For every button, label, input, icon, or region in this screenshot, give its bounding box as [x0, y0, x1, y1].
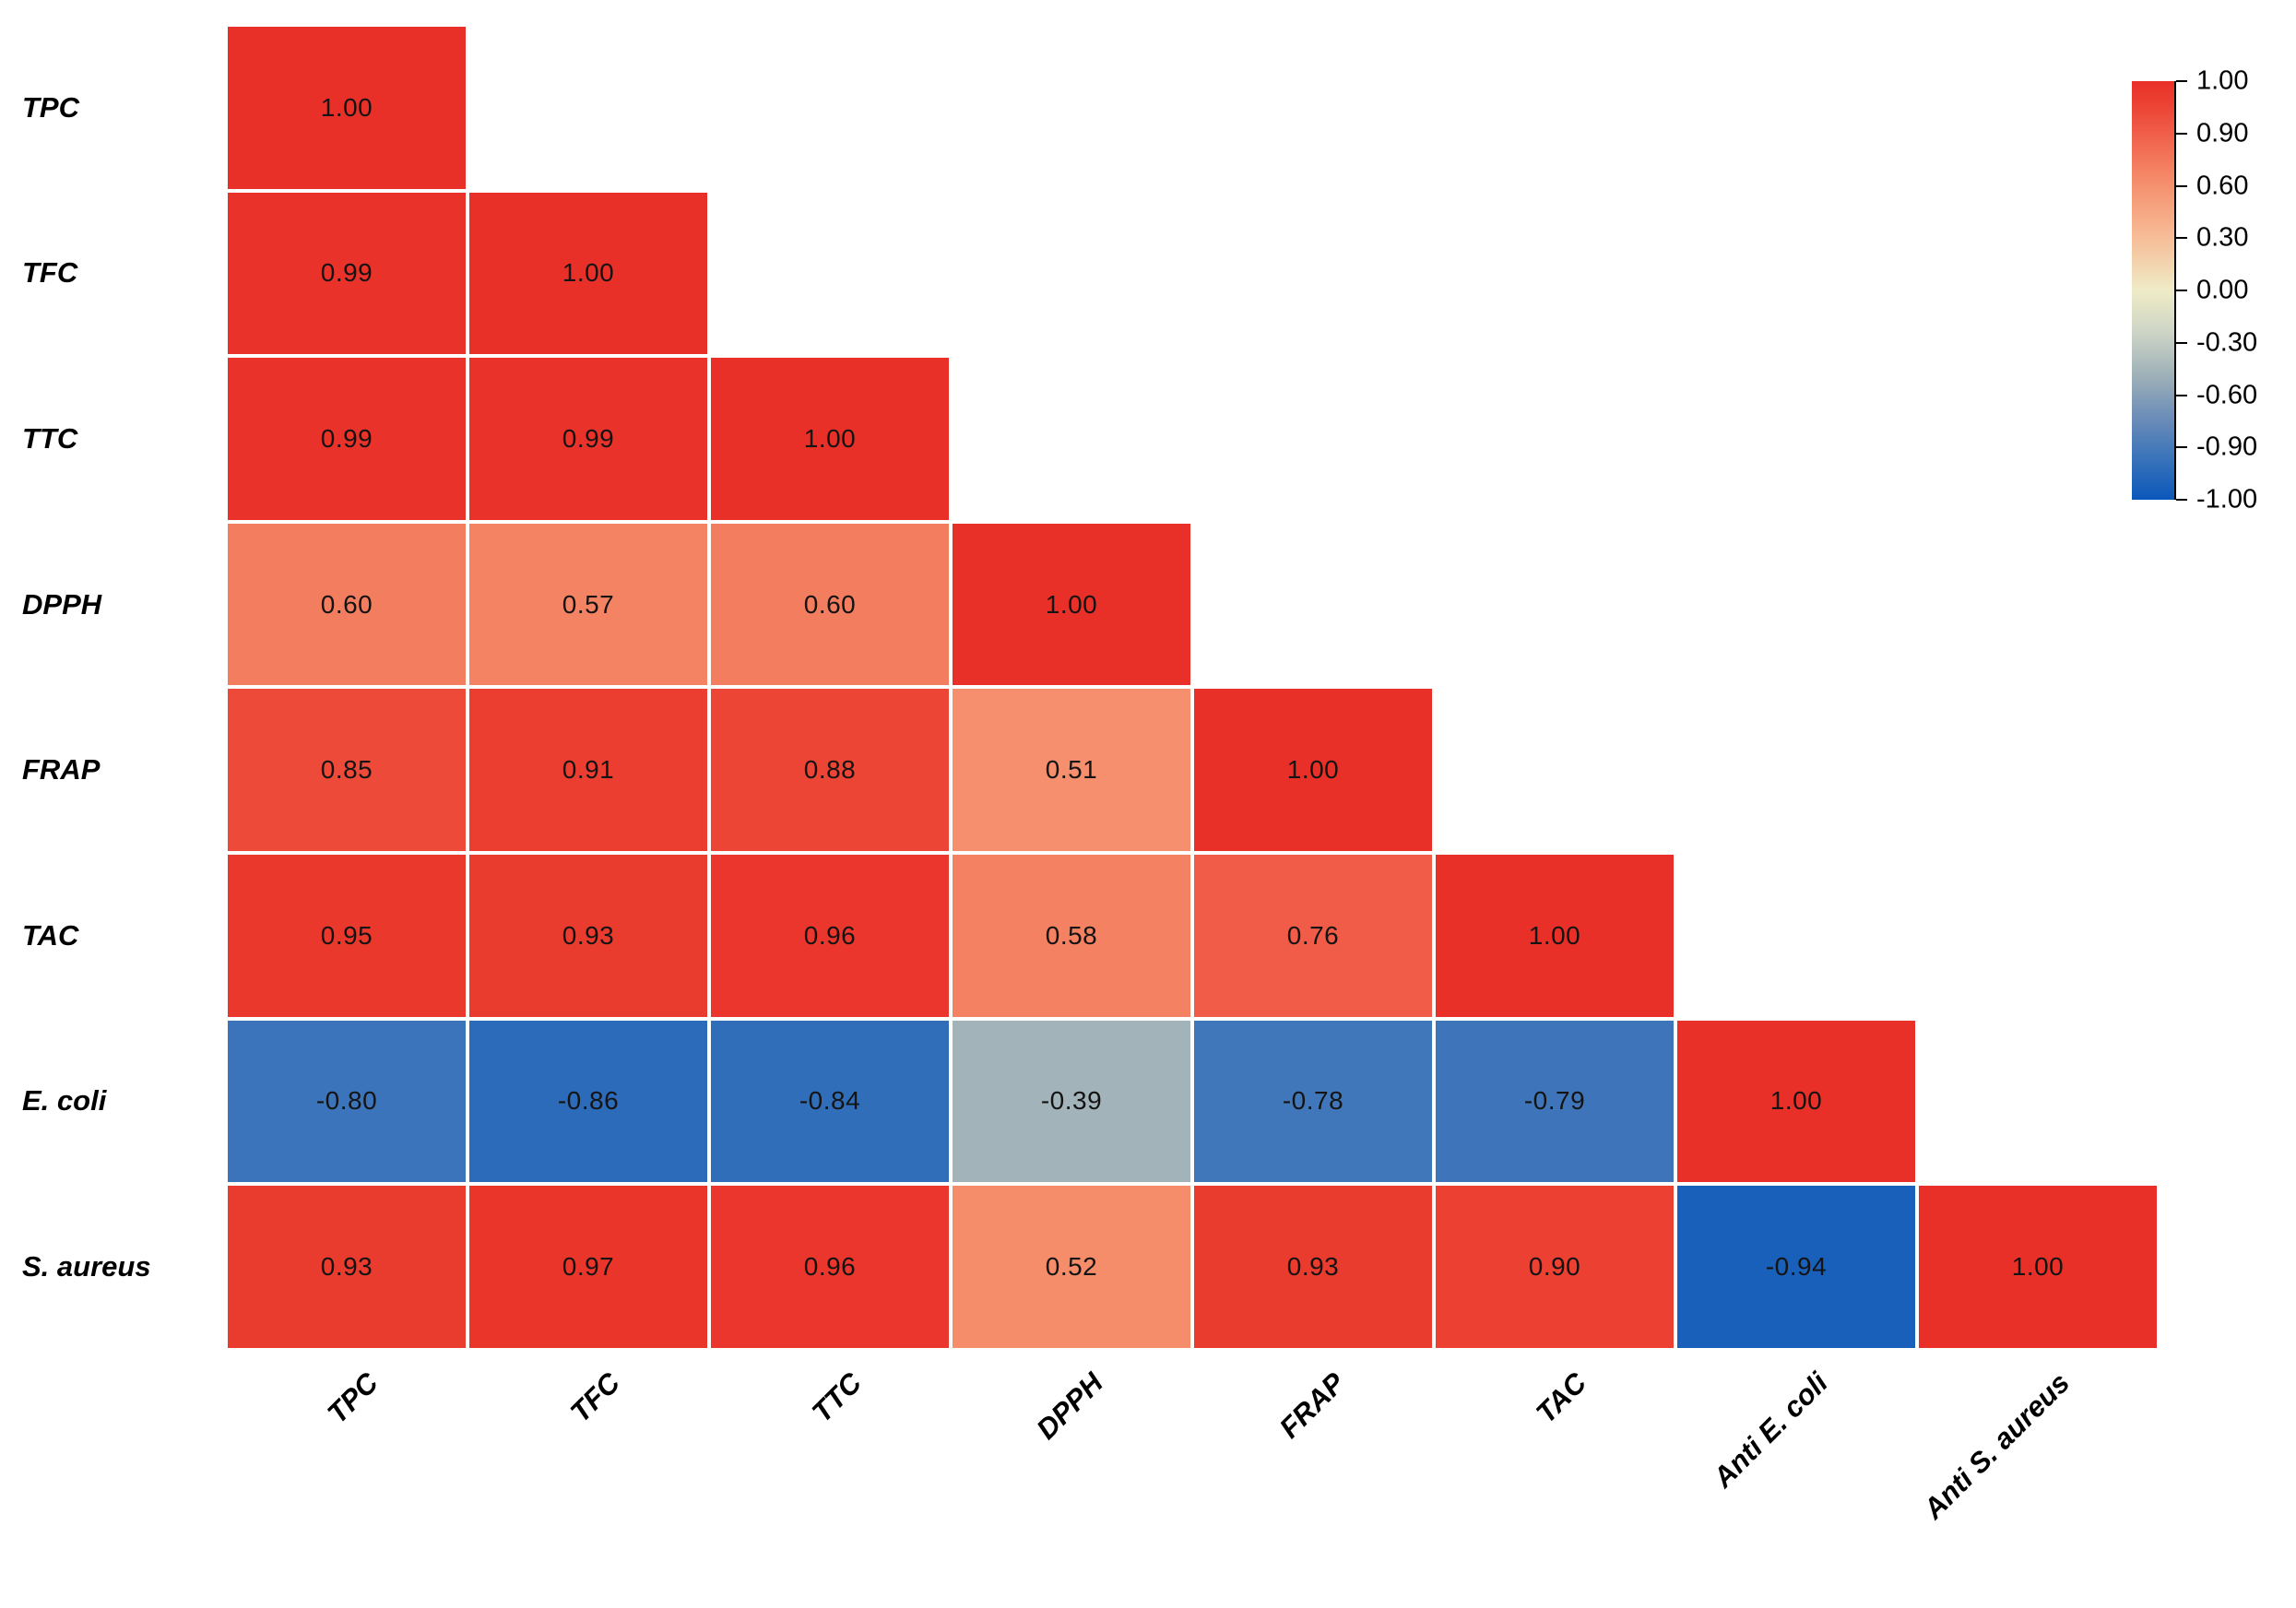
- heatmap-cell-FRAP-FRAP: 1.00: [1194, 689, 1432, 851]
- colorbar-tick-label: 1.00: [2196, 65, 2249, 96]
- heatmap-cell-TAC-TAC: 1.00: [1436, 855, 1674, 1017]
- heatmap-cell-FRAP-TFC: 0.91: [469, 689, 707, 851]
- colorbar-tick-label: 0.30: [2196, 222, 2249, 253]
- colorbar-tick: [2176, 80, 2187, 82]
- heatmap-cell-Saureus-DPPH: 0.52: [953, 1186, 1190, 1348]
- heatmap-cell-Ecoli-TTC: -0.84: [711, 1020, 949, 1183]
- col-label-DPPH: DPPH: [1030, 1366, 1109, 1446]
- heatmap-cell-Saureus-TTC: 0.96: [711, 1186, 949, 1348]
- heatmap-cell-Ecoli-TFC: -0.86: [469, 1020, 707, 1183]
- heatmap-cell-TTC-TFC: 0.99: [469, 358, 707, 520]
- row-label-FRAP: FRAP: [22, 753, 101, 786]
- row-label-Ecoli: E. coli: [22, 1084, 107, 1117]
- row-label-TTC: TTC: [22, 422, 78, 455]
- heatmap-cell-TAC-TTC: 0.96: [711, 855, 949, 1017]
- colorbar-tick: [2176, 341, 2187, 344]
- colorbar-tick-label: -0.30: [2196, 327, 2258, 358]
- row-label-TFC: TFC: [22, 256, 78, 290]
- row-label-DPPH: DPPH: [22, 587, 102, 621]
- heatmap-cell-TAC-FRAP: 0.76: [1194, 855, 1432, 1017]
- row-label-TPC: TPC: [22, 90, 79, 124]
- heatmap-cell-TFC-TFC: 1.00: [469, 192, 707, 355]
- colorbar-tick: [2176, 184, 2187, 187]
- colorbar-tick-label: 0.90: [2196, 118, 2249, 148]
- colorbar-tick: [2176, 394, 2187, 396]
- heatmap-cell-TPC-TPC: 1.00: [228, 27, 466, 189]
- colorbar-tick: [2176, 446, 2187, 449]
- colorbar-tick-label: -0.60: [2196, 380, 2258, 409]
- row-label-TAC: TAC: [22, 918, 79, 952]
- heatmap-cell-TAC-DPPH: 0.58: [953, 855, 1190, 1017]
- heatmap-cell-TFC-TPC: 0.99: [228, 192, 466, 355]
- colorbar-tick: [2176, 499, 2187, 501]
- heatmap-cell-TAC-TPC: 0.95: [228, 855, 466, 1017]
- colorbar-gradient: [2132, 81, 2176, 500]
- heatmap-cell-TTC-TTC: 1.00: [711, 358, 949, 520]
- colorbar-tick-label: -1.00: [2196, 484, 2258, 514]
- colorbar-tick: [2176, 237, 2187, 240]
- heatmap-cell-Ecoli-TPC: -0.80: [228, 1020, 466, 1183]
- heatmap-cell-DPPH-DPPH: 1.00: [953, 523, 1190, 686]
- heatmap-cell-DPPH-TTC: 0.60: [711, 523, 949, 686]
- col-label-AntiEcoli: Anti E. coli: [1706, 1366, 1834, 1494]
- heatmap-cell-TTC-TPC: 0.99: [228, 358, 466, 520]
- heatmap-cell-FRAP-TTC: 0.88: [711, 689, 949, 851]
- heatmap-cell-DPPH-TPC: 0.60: [228, 523, 466, 686]
- heatmap-cell-Saureus-AntiSaureus: 1.00: [1919, 1186, 2157, 1348]
- col-label-FRAP: FRAP: [1272, 1366, 1351, 1445]
- row-label-Saureus: S. aureus: [22, 1250, 151, 1283]
- heatmap-cell-Saureus-FRAP: 0.93: [1194, 1186, 1432, 1348]
- col-label-TTC: TTC: [805, 1366, 868, 1429]
- heatmap-cell-TAC-TFC: 0.93: [469, 855, 707, 1017]
- heatmap-cell-Ecoli-AntiEcoli: 1.00: [1677, 1020, 1915, 1183]
- heatmap-cell-DPPH-TFC: 0.57: [469, 523, 707, 686]
- heatmap-cell-Saureus-TPC: 0.93: [228, 1186, 466, 1348]
- col-label-TFC: TFC: [563, 1366, 626, 1429]
- colorbar-tick: [2176, 290, 2187, 291]
- heatmap-cell-FRAP-DPPH: 0.51: [953, 689, 1190, 851]
- heatmap-cell-Saureus-TAC: 0.90: [1436, 1186, 1674, 1348]
- col-label-TAC: TAC: [1529, 1366, 1592, 1429]
- heatmap-cell-FRAP-TPC: 0.85: [228, 689, 466, 851]
- colorbar-tick-label: -0.90: [2196, 432, 2258, 462]
- colorbar-tick-label: 0.00: [2196, 275, 2249, 305]
- heatmap-cell-Ecoli-DPPH: -0.39: [953, 1020, 1190, 1183]
- col-label-AntiSaureus: Anti S. aureus: [1916, 1366, 2076, 1525]
- heatmap-cell-Ecoli-TAC: -0.79: [1436, 1020, 1674, 1183]
- colorbar-tick-label: 0.60: [2196, 171, 2249, 200]
- col-label-TPC: TPC: [321, 1366, 385, 1430]
- colorbar-tick: [2176, 132, 2187, 135]
- heatmap-cell-Saureus-AntiEcoli: -0.94: [1677, 1186, 1915, 1348]
- heatmap-cell-Saureus-TFC: 0.97: [469, 1186, 707, 1348]
- heatmap-cell-Ecoli-FRAP: -0.78: [1194, 1020, 1432, 1183]
